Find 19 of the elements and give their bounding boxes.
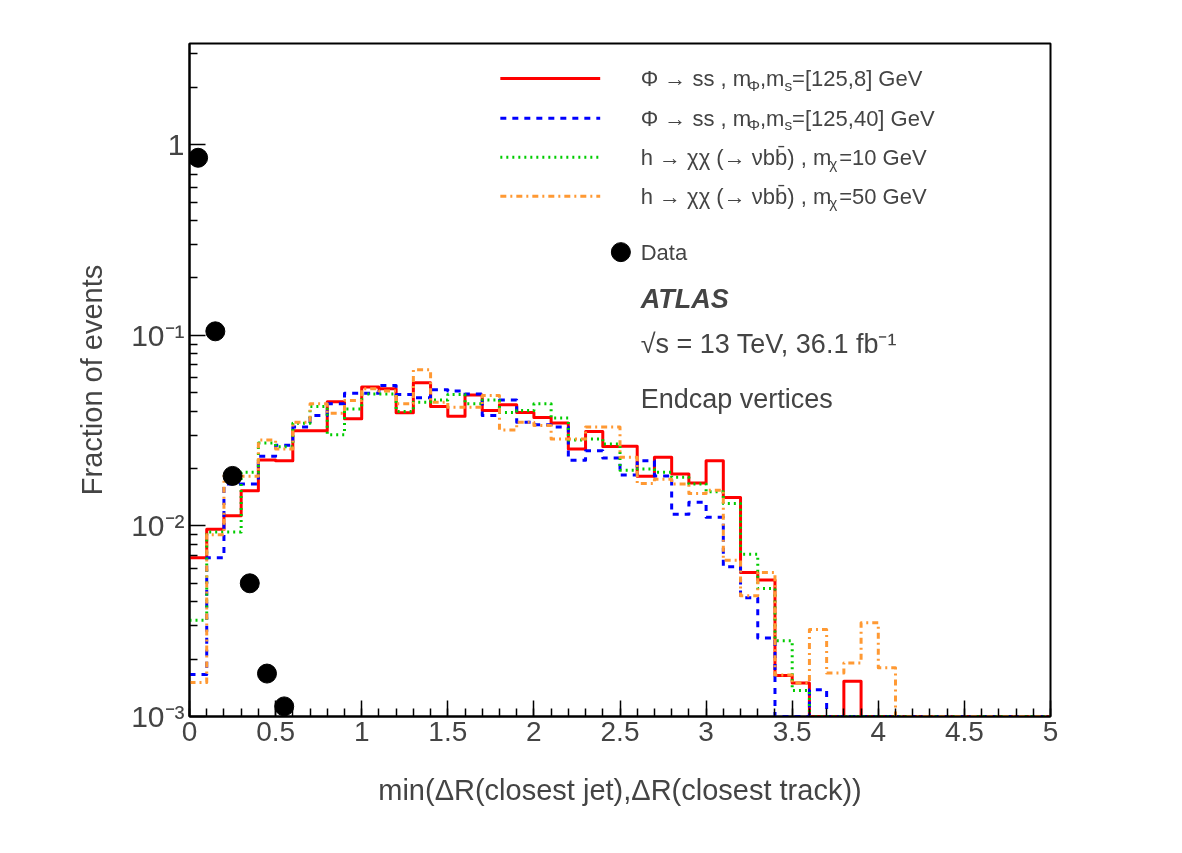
y-tick-label: 10⁻² <box>131 509 185 543</box>
x-tick-label: 1.5 <box>428 715 468 747</box>
x-tick-label: 3 <box>698 715 714 747</box>
x-tick-label: 3.5 <box>772 715 812 747</box>
x-tick-label: 5 <box>1042 715 1059 747</box>
x-axis-title: min(ΔR(closest jet),ΔR(closest track)) <box>378 773 862 806</box>
annotation: ATLAS <box>639 284 729 315</box>
x-tick-label: 4 <box>870 715 887 747</box>
annotation: √s = 13 TeV, 36.1 fb⁻¹ <box>640 329 897 360</box>
x-tick-label: 4.5 <box>944 715 984 747</box>
y-tick-label: 1 <box>167 128 185 162</box>
annotation: Endcap vertices <box>640 383 833 414</box>
y-axis-title: Fraction of events <box>76 264 109 496</box>
legend-label: Data <box>640 239 688 265</box>
x-tick-label: 2.5 <box>600 715 640 747</box>
x-tick-label: 2 <box>526 715 542 747</box>
y-tick-label: 10⁻¹ <box>131 318 185 352</box>
x-tick-label: 0.5 <box>256 715 296 747</box>
x-tick-label: 1 <box>353 715 370 747</box>
